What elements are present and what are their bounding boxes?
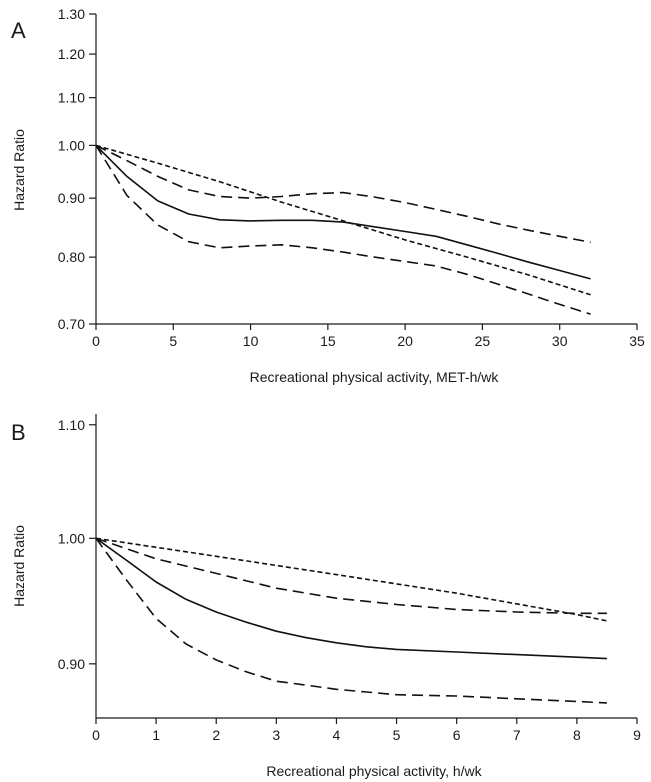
panel-b-y-tick-label: 1.10 (58, 417, 85, 433)
panel-a: A Hazard Ratio Recreational physical act… (11, 6, 645, 385)
panel-a-tick-labels: 0 5 10 15 20 25 30 35 0.70 0.80 0.90 1.00 1.10 1.20 1.… (58, 6, 645, 349)
panel-b-x-tick-label: 1 (152, 727, 160, 743)
panel-a-y-tick-label: 0.90 (58, 190, 85, 206)
panel-a-axes (95, 14, 637, 325)
panel-b-series (95, 537, 608, 704)
panel-b-tick-labels: 0 1 2 3 4 5 6 7 8 9 0.90 1.00 1.10 (58, 417, 641, 743)
panel-b-x-tick-label: 4 (333, 727, 341, 743)
panel-a-series-solid-1 (95, 144, 591, 280)
panel-b-x-axis-title: Recreational physical activity, h/wk (266, 763, 482, 779)
panel-a-x-tick-label: 10 (243, 333, 259, 349)
panel-b-ticks (89, 424, 638, 724)
panel-b-y-axis-title: Hazard Ratio (11, 525, 27, 607)
panel-b-y-tick-label: 0.90 (58, 656, 85, 672)
panel-b-x-tick-label: 2 (212, 727, 220, 743)
panel-b-x-tick-label: 6 (453, 727, 461, 743)
panel-b: B Hazard Ratio Recreational physical act… (11, 414, 641, 779)
panel-b-x-tick-label: 9 (633, 727, 641, 743)
panel-a-ticks (89, 13, 638, 330)
panel-a-x-tick-label: 15 (320, 333, 336, 349)
panel-a-label: A (11, 18, 26, 43)
panel-a-y-tick-label: 0.80 (58, 249, 85, 265)
panel-a-series-long-dash-2 (95, 144, 591, 315)
panel-b-series-short-dash-4 (95, 537, 608, 622)
panel-a-y-axis-title: Hazard Ratio (11, 129, 27, 211)
panel-b-x-tick-label: 0 (92, 727, 100, 743)
panel-b-x-tick-label: 8 (573, 727, 581, 743)
panel-a-series-long-dash-3 (95, 144, 591, 244)
panel-a-y-tick-label: 1.10 (58, 90, 85, 106)
panel-a-x-tick-label: 35 (629, 333, 645, 349)
panel-a-series-short-dash-4 (95, 144, 591, 296)
panel-a-x-tick-label: 25 (475, 333, 491, 349)
panel-a-y-tick-label: 0.70 (58, 316, 85, 332)
panel-b-series-long-dash-3 (95, 537, 607, 615)
panel-b-series-long-dash-2 (95, 537, 607, 704)
panel-b-label: B (11, 420, 26, 445)
panel-a-x-axis-title: Recreational physical activity, MET-h/wk (250, 369, 500, 385)
panel-a-y-tick-label: 1.20 (58, 46, 85, 62)
panel-a-series (95, 144, 591, 315)
panel-b-axes (95, 414, 637, 719)
panel-a-y-tick-label: 1.00 (58, 137, 85, 153)
panel-a-x-tick-label: 30 (552, 333, 568, 349)
panel-a-x-tick-label: 5 (169, 333, 177, 349)
panel-b-x-tick-label: 3 (272, 727, 280, 743)
panel-a-x-tick-label: 20 (397, 333, 413, 349)
panel-b-x-tick-label: 5 (393, 727, 401, 743)
panel-a-x-tick-label: 0 (92, 333, 100, 349)
panel-a-y-tick-label: 1.30 (58, 6, 85, 22)
panel-b-series-solid-1 (95, 537, 607, 660)
panel-b-y-tick-label: 1.00 (58, 530, 85, 546)
panel-b-x-tick-label: 7 (513, 727, 521, 743)
